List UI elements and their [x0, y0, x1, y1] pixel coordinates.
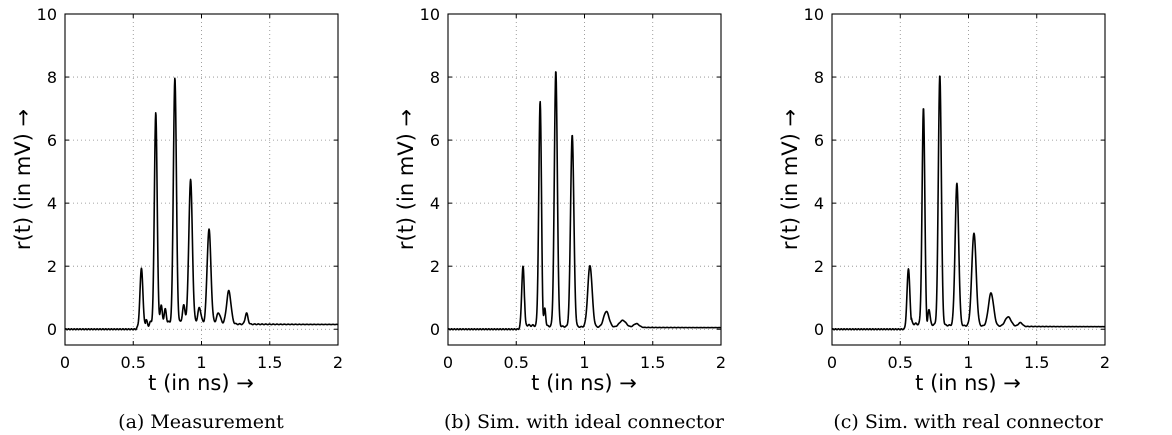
y-axis-label: r(t) (in mV) → — [394, 109, 418, 250]
x-tick-label: 2 — [716, 353, 726, 372]
y-tick-label: 0 — [430, 320, 440, 339]
x-tick-label: 0 — [443, 353, 453, 372]
x-tick-label: 1 — [196, 353, 206, 372]
plot-frame — [64, 13, 339, 346]
y-tick-label: 8 — [814, 68, 824, 87]
y-tick-label: 0 — [47, 320, 57, 339]
figure-caption: (b) Sim. with ideal connector — [444, 411, 725, 433]
y-tick-label: 2 — [47, 257, 57, 276]
figure-caption: (a) Measurement — [118, 411, 284, 433]
series-line — [831, 75, 1106, 331]
y-tick-label: 4 — [814, 194, 824, 213]
y-tick-label: 10 — [37, 5, 57, 24]
x-tick-label: 0.5 — [121, 353, 146, 372]
y-tick-label: 4 — [47, 194, 57, 213]
figure-caption: (c) Sim. with real connector — [833, 411, 1103, 433]
x-axis-label: t (in ns) → — [915, 371, 1021, 395]
x-tick-label: 1 — [963, 353, 973, 372]
x-tick-label: 1.5 — [257, 353, 282, 372]
y-tick-label: 4 — [430, 194, 440, 213]
series-line — [64, 77, 339, 331]
y-tick-label: 8 — [47, 68, 57, 87]
chart-0: 0 0.5 1 1.5 2 0 2 4 6 8 10 t (in ns) → r(t) (in mV) … — [11, 5, 343, 433]
x-tick-label: 2 — [1100, 353, 1110, 372]
chart-1: 0 0.5 1 1.5 2 0 2 4 6 8 10 t (in ns) → r(t) (in mV) … — [394, 5, 726, 433]
y-tick-label: 2 — [430, 257, 440, 276]
y-tick-label: 6 — [430, 131, 440, 150]
y-tick-label: 8 — [430, 68, 440, 87]
y-axis-label: r(t) (in mV) → — [778, 109, 802, 250]
x-tick-label: 0 — [60, 353, 70, 372]
x-tick-label: 0 — [827, 353, 837, 372]
series-line — [447, 71, 722, 331]
y-tick-label: 6 — [814, 131, 824, 150]
x-axis-label: t (in ns) → — [531, 371, 637, 395]
x-axis-label: t (in ns) → — [148, 371, 254, 395]
x-tick-label: 1.5 — [1024, 353, 1049, 372]
plot-frame — [831, 13, 1106, 346]
x-tick-label: 0.5 — [888, 353, 913, 372]
y-axis-label: r(t) (in mV) → — [11, 109, 35, 250]
y-tick-label: 2 — [814, 257, 824, 276]
plot-frame — [447, 13, 722, 346]
x-tick-label: 1.5 — [640, 353, 665, 372]
y-tick-label: 6 — [47, 131, 57, 150]
x-tick-label: 1 — [579, 353, 589, 372]
x-tick-label: 2 — [333, 353, 343, 372]
chart-2: 0 0.5 1 1.5 2 0 2 4 6 8 10 t (in ns) → r(t) (in mV) … — [778, 5, 1110, 433]
y-tick-label: 10 — [420, 5, 440, 24]
x-tick-label: 0.5 — [504, 353, 529, 372]
y-tick-label: 10 — [804, 5, 824, 24]
y-tick-label: 0 — [814, 320, 824, 339]
